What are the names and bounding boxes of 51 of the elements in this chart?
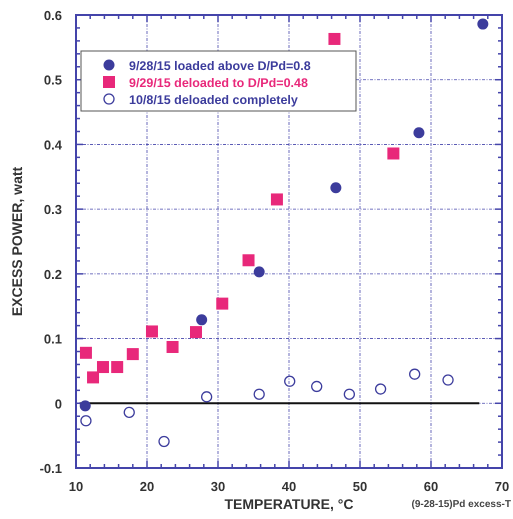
point	[190, 326, 202, 338]
point	[413, 127, 424, 138]
point	[146, 325, 158, 338]
point	[442, 374, 454, 386]
point	[166, 340, 179, 353]
y-tick-label: 0.4	[44, 137, 63, 152]
point	[330, 182, 342, 194]
point	[311, 380, 322, 392]
point	[111, 361, 124, 374]
x-tick-label: 70	[494, 479, 510, 494]
point	[124, 406, 135, 418]
x-axis-title: TEMPERATURE, °C	[224, 496, 354, 512]
y-tick-label: 0.5	[44, 72, 62, 88]
y-tick-label: -0.1	[40, 461, 62, 476]
y-tick-label: 0.3	[44, 202, 62, 218]
point	[387, 147, 400, 160]
point	[374, 383, 386, 395]
point	[80, 415, 92, 426]
point	[196, 314, 208, 326]
point	[409, 368, 420, 380]
point	[477, 18, 488, 30]
point	[216, 298, 228, 310]
point	[254, 388, 265, 400]
x-tick-label: 60	[424, 479, 438, 494]
y-axis-title: EXCESS POWER, watt	[9, 166, 25, 316]
point	[284, 376, 296, 387]
legend-label: 10/8/15 deloaded completely	[129, 93, 298, 107]
x-tick-label: 30	[210, 479, 226, 494]
point	[254, 266, 265, 278]
point	[344, 388, 355, 400]
y-tick-label: 0.1	[44, 332, 62, 347]
point	[270, 193, 283, 206]
y-tick-label: 0.6	[44, 8, 62, 23]
point	[87, 371, 100, 384]
x-tick-label: 40	[282, 479, 296, 494]
x-tick-label: 20	[140, 479, 154, 494]
point	[158, 436, 170, 448]
legend-label: 9/29/15 deloaded to D/Pd=0.48	[129, 76, 308, 90]
legend-label: 9/28/15 loaded above D/Pd=0.8	[129, 59, 311, 73]
point	[126, 348, 139, 360]
point	[96, 361, 109, 374]
x-tick-label: 10	[68, 479, 84, 494]
y-tick-label: 0.2	[44, 266, 62, 282]
point	[80, 400, 91, 412]
point	[80, 346, 92, 359]
point	[328, 32, 340, 45]
point	[242, 254, 255, 266]
point	[200, 391, 212, 402]
y-tick-label: 0	[54, 396, 62, 412]
text: (9-28-15)Pd excess-T	[412, 499, 511, 510]
x-tick-label: 50	[352, 479, 368, 494]
